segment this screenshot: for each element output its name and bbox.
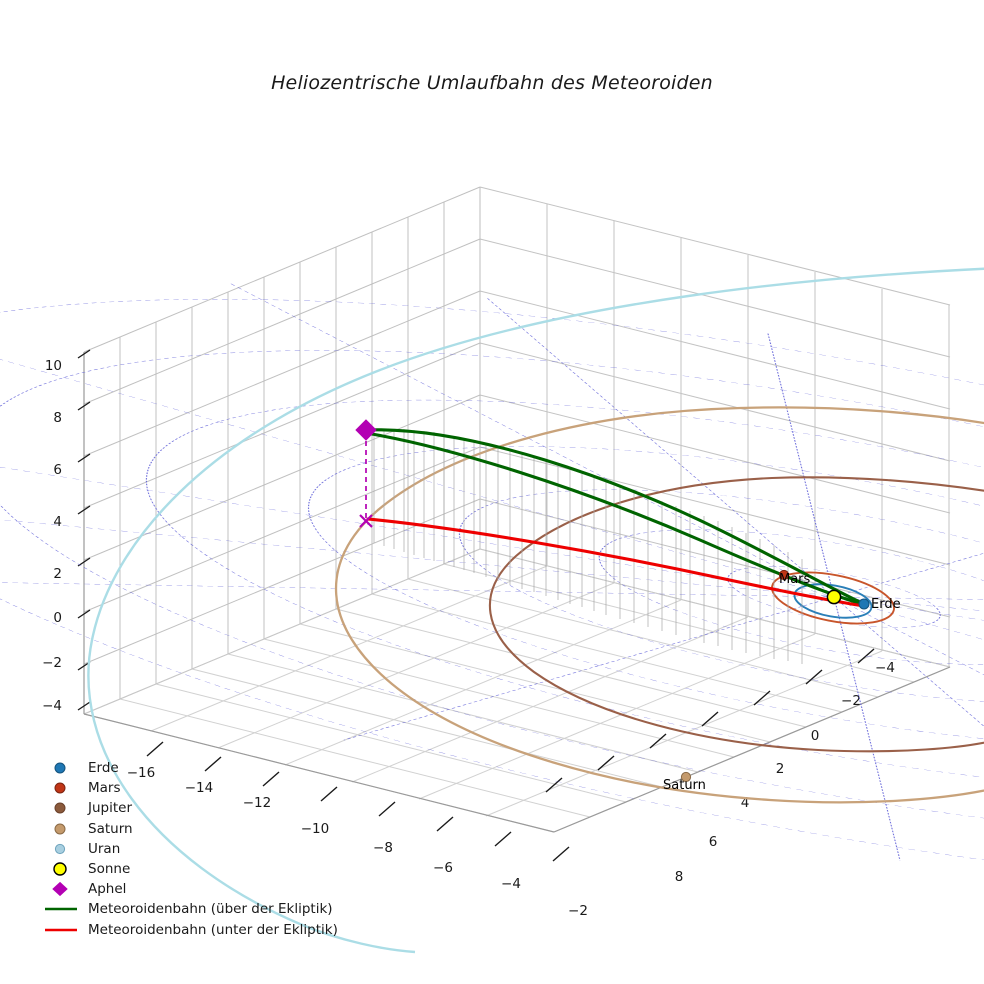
legend-item-jupiter[interactable]: Jupiter xyxy=(44,798,344,818)
sonne-marker[interactable] xyxy=(826,589,842,605)
line-swatch-icon xyxy=(44,899,88,919)
legend-item-uran[interactable]: Uran xyxy=(44,839,344,859)
saturn-orbit-path xyxy=(335,406,984,804)
x-tick-4: −8 xyxy=(373,840,393,856)
annotation-saturn: Saturn xyxy=(663,778,706,793)
legend-label-uran: Uran xyxy=(88,840,121,857)
legend-label-meteoroid-below: Meteoroidenbahn (unter der Ekliptik) xyxy=(88,921,338,938)
x-tick-2: −12 xyxy=(243,795,272,811)
x-tick-0: −16 xyxy=(127,765,156,781)
legend-label-saturn: Saturn xyxy=(88,820,133,837)
legend-item-saturn[interactable]: Saturn xyxy=(44,819,344,839)
legend-item-meteoroid-above[interactable]: Meteoroidenbahn (über der Ekliptik) xyxy=(44,899,344,919)
meteoroid-path-above-ecliptic xyxy=(364,428,864,605)
y-tick-2: 0 xyxy=(811,728,820,744)
y-tick-1: −2 xyxy=(841,693,861,709)
mars-marker[interactable] xyxy=(778,569,790,581)
x-axis-ticks xyxy=(146,741,570,862)
legend-item-sonne[interactable]: Sonne xyxy=(44,859,344,879)
z-axis-ticks xyxy=(77,349,91,711)
jupiter-orbit-path xyxy=(488,476,984,753)
z-tick-6: −2 xyxy=(42,655,62,671)
legend: Erde Mars Jupiter Saturn Uran xyxy=(44,758,344,940)
z-axis-tick-labels: 10 8 6 4 2 0 −2 −4 xyxy=(42,358,62,714)
legend-item-meteoroid-below[interactable]: Meteoroidenbahn (unter der Ekliptik) xyxy=(44,920,344,940)
x-tick-1: −14 xyxy=(185,780,214,796)
annotation-erde: Erde xyxy=(871,597,901,612)
erde-marker[interactable] xyxy=(858,598,870,610)
legend-item-aphel[interactable]: Aphel xyxy=(44,879,344,899)
legend-label-mars: Mars xyxy=(88,780,121,797)
y-axis-tick-labels: −4 −2 0 2 4 6 8 xyxy=(675,660,895,885)
legend-label-jupiter: Jupiter xyxy=(88,800,133,817)
z-tick-0: 10 xyxy=(45,358,62,374)
x-tick-5: −6 xyxy=(433,860,453,876)
circle-marker-icon xyxy=(44,839,88,859)
y-axis-ticks xyxy=(545,648,875,793)
circle-marker-icon xyxy=(44,819,88,839)
y-tick-6: 8 xyxy=(675,869,684,885)
z-tick-2: 6 xyxy=(53,462,62,478)
legend-label-meteoroid-above: Meteoroidenbahn (über der Ekliptik) xyxy=(88,901,333,918)
legend-item-mars[interactable]: Mars xyxy=(44,778,344,798)
x-axis-tick-labels: −16 −14 −12 −10 −8 −6 −4 −2 xyxy=(127,765,588,919)
x-tick-6: −4 xyxy=(501,876,521,892)
aphel-marker[interactable] xyxy=(355,419,377,441)
annotation-mars: Mars xyxy=(779,572,811,587)
meteoroid-path-above-ecliptic-return xyxy=(364,431,864,606)
aphel-projection-marker xyxy=(359,514,373,528)
uran-orbit-path xyxy=(87,267,984,954)
legend-label-aphel: Aphel xyxy=(88,881,127,898)
y-tick-0: −4 xyxy=(875,660,895,676)
circle-marker-icon xyxy=(44,798,88,818)
y-axis-spine xyxy=(553,666,951,833)
z-tick-1: 8 xyxy=(53,410,62,426)
diamond-marker-icon xyxy=(44,879,88,899)
legend-item-erde[interactable]: Erde xyxy=(44,758,344,778)
circle-marker-icon xyxy=(44,778,88,798)
mars-orbit-path xyxy=(771,571,895,625)
z-tick-3: 4 xyxy=(53,514,62,530)
x-axis-spine xyxy=(83,713,555,833)
z-tick-7: −4 xyxy=(42,698,62,714)
page-title: Heliozentrische Umlaufbahn des Meteoroid… xyxy=(271,72,713,94)
axis-spines xyxy=(83,352,951,833)
saturn-marker[interactable] xyxy=(680,771,692,783)
y-tick-5: 6 xyxy=(709,834,718,850)
circle-marker-icon xyxy=(44,859,88,879)
circle-marker-icon xyxy=(44,758,88,778)
y-tick-3: 2 xyxy=(776,761,785,777)
legend-label-erde: Erde xyxy=(88,760,119,777)
z-tick-4: 2 xyxy=(53,566,62,582)
legend-label-sonne: Sonne xyxy=(88,861,131,878)
x-tick-7: −2 xyxy=(568,903,588,919)
line-swatch-icon xyxy=(44,920,88,940)
z-tick-5: 0 xyxy=(53,610,62,626)
y-tick-4: 4 xyxy=(741,795,750,811)
x-tick-3: −10 xyxy=(301,821,330,837)
